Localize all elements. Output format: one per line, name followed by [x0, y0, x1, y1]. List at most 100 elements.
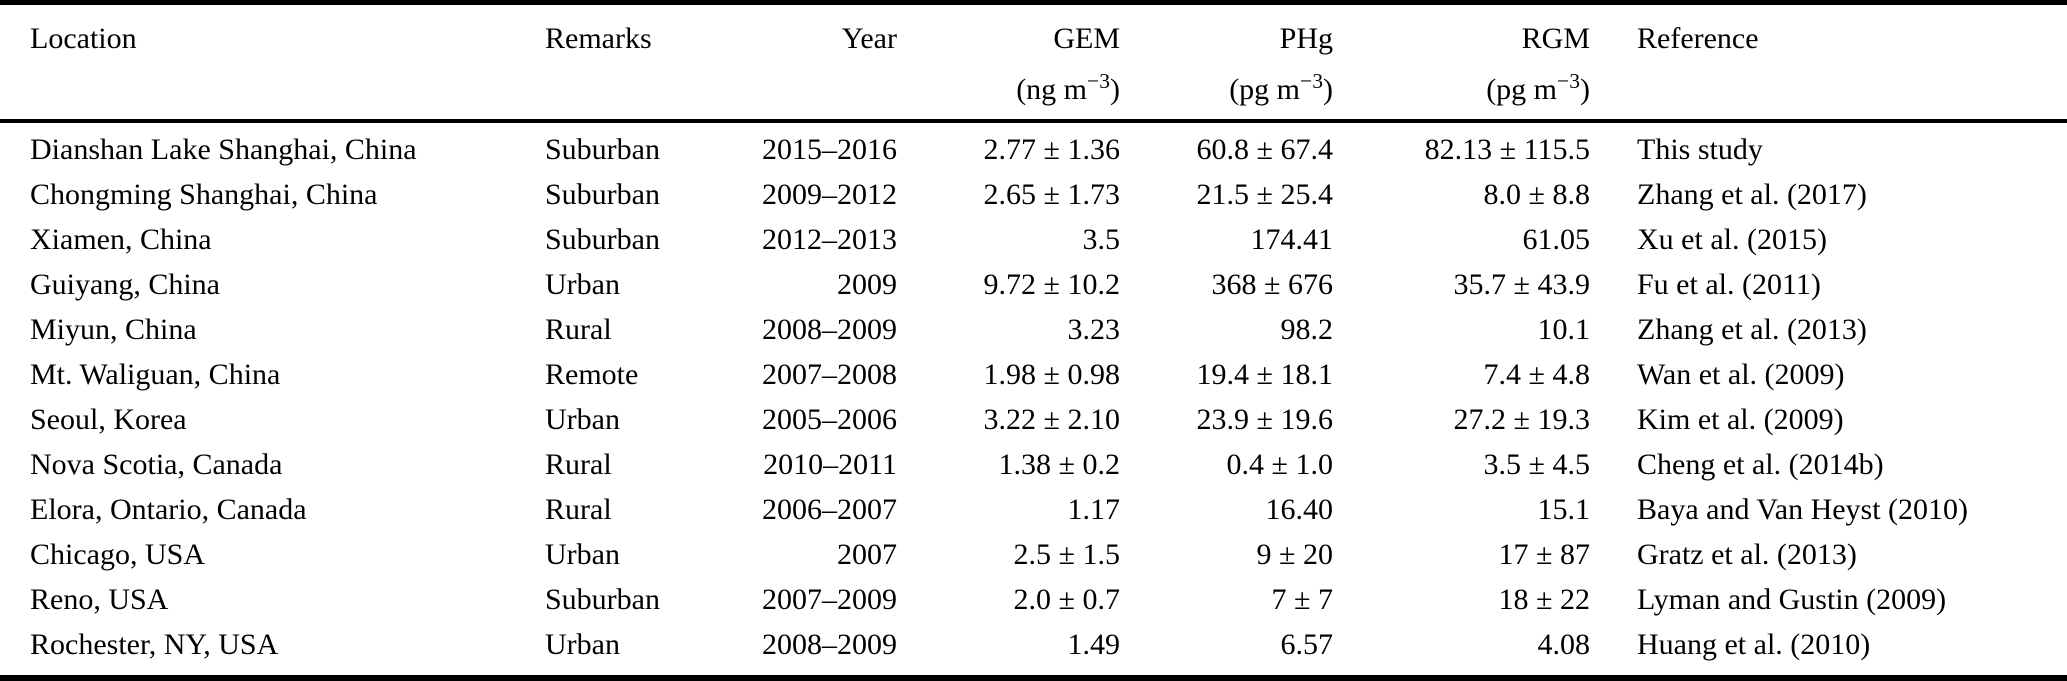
rgm-unit: (pg m−3) [1486, 69, 1590, 106]
cell-location: Nova Scotia, Canada [30, 447, 283, 481]
table-row: Miyun, China Rural 2008–2009 3.23 98.2 1… [0, 307, 2067, 352]
phg-unit: (pg m−3) [1229, 69, 1333, 106]
cell-gem: 1.98 ± 0.98 [983, 357, 1120, 391]
cell-reference: This study [1637, 132, 1763, 166]
table-body: Dianshan Lake Shanghai, China Suburban 2… [0, 121, 2067, 678]
cell-phg: 0.4 ± 1.0 [1226, 447, 1333, 481]
cell-phg: 98.2 [1280, 312, 1334, 346]
cell-rgm: 18 ± 22 [1498, 582, 1590, 616]
cell-location: Elora, Ontario, Canada [30, 492, 307, 526]
cell-location: Xiamen, China [30, 222, 212, 256]
cell-rgm: 35.7 ± 43.9 [1453, 267, 1590, 301]
cell-phg: 60.8 ± 67.4 [1196, 132, 1333, 166]
cell-reference: Baya and Van Heyst (2010) [1637, 492, 1969, 526]
cell-rgm: 61.05 [1522, 222, 1591, 256]
column-header-gem: GEM (ng m−3) [897, 2, 1120, 123]
cell-reference: Wan et al. (2009) [1637, 357, 1845, 391]
cell-gem: 9.72 ± 10.2 [983, 267, 1120, 301]
cell-reference: Huang et al. (2010) [1637, 627, 1871, 661]
cell-year: 2012–2013 [762, 222, 897, 256]
cell-phg: 7 ± 7 [1271, 582, 1333, 616]
cell-year: 2008–2009 [762, 312, 897, 346]
cell-reference: Lyman and Gustin (2009) [1637, 582, 1947, 616]
cell-phg: 21.5 ± 25.4 [1196, 177, 1333, 211]
column-header-rgm: RGM (pg m−3) [1333, 2, 1590, 123]
cell-rgm: 8.0 ± 8.8 [1483, 177, 1590, 211]
cell-gem: 3.22 ± 2.10 [983, 402, 1120, 436]
cell-rgm: 3.5 ± 4.5 [1483, 447, 1590, 481]
cell-remarks: Remote [545, 357, 639, 391]
table-row: Nova Scotia, Canada Rural 2010–2011 1.38… [0, 442, 2067, 487]
cell-location: Guiyang, China [30, 267, 220, 301]
cell-year: 2005–2006 [762, 402, 897, 436]
cell-gem: 3.5 [1082, 222, 1121, 256]
cell-year: 2015–2016 [762, 132, 897, 166]
cell-remarks: Urban [545, 267, 620, 301]
table-row: Mt. Waliguan, China Remote 2007–2008 1.9… [0, 352, 2067, 397]
cell-remarks: Suburban [545, 132, 660, 166]
cell-phg: 19.4 ± 18.1 [1196, 357, 1333, 391]
cell-remarks: Suburban [545, 582, 660, 616]
cell-reference: Kim et al. (2009) [1637, 402, 1844, 436]
header-row: Location Remarks Year GEM (ng m−3) PHg (… [0, 2, 2067, 123]
cell-location: Chongming Shanghai, China [30, 177, 378, 211]
table-row: Elora, Ontario, Canada Rural 2006–2007 1… [0, 487, 2067, 532]
cell-rgm: 27.2 ± 19.3 [1453, 402, 1590, 436]
cell-gem: 1.38 ± 0.2 [998, 447, 1120, 481]
cell-remarks: Urban [545, 402, 620, 436]
cell-gem: 2.0 ± 0.7 [1013, 582, 1120, 616]
cell-phg: 368 ± 676 [1211, 267, 1333, 301]
cell-remarks: Suburban [545, 222, 660, 256]
table-row: Dianshan Lake Shanghai, China Suburban 2… [0, 121, 2067, 172]
cell-reference: Xu et al. (2015) [1637, 222, 1827, 256]
cell-location: Seoul, Korea [30, 402, 187, 436]
column-header-remarks: Remarks [545, 2, 735, 123]
cell-year: 2007 [837, 537, 897, 571]
cell-remarks: Rural [545, 492, 612, 526]
cell-reference: Fu et al. (2011) [1637, 267, 1821, 301]
table-row: Seoul, Korea Urban 2005–2006 3.22 ± 2.10… [0, 397, 2067, 442]
cell-remarks: Rural [545, 447, 612, 481]
cell-gem: 2.5 ± 1.5 [1013, 537, 1120, 571]
cell-location: Chicago, USA [30, 537, 205, 571]
cell-reference: Zhang et al. (2017) [1637, 177, 1867, 211]
cell-phg: 9 ± 20 [1256, 537, 1333, 571]
table-row: Chicago, USA Urban 2007 2.5 ± 1.5 9 ± 20… [0, 532, 2067, 577]
cell-remarks: Rural [545, 312, 612, 346]
cell-remarks: Urban [545, 537, 620, 571]
column-header-location: Location [0, 2, 545, 123]
cell-rgm: 15.1 [1537, 492, 1591, 526]
cell-gem: 2.65 ± 1.73 [983, 177, 1120, 211]
table-row: Reno, USA Suburban 2007–2009 2.0 ± 0.7 7… [0, 577, 2067, 622]
cell-gem: 3.23 [1067, 312, 1121, 346]
cell-rgm: 4.08 [1537, 627, 1591, 661]
cell-location: Reno, USA [30, 582, 169, 616]
cell-rgm: 82.13 ± 115.5 [1424, 132, 1590, 166]
cell-phg: 6.57 [1280, 627, 1334, 661]
cell-phg: 23.9 ± 19.6 [1196, 402, 1333, 436]
cell-year: 2007–2009 [762, 582, 897, 616]
cell-phg: 16.40 [1265, 492, 1334, 526]
table-row: Guiyang, China Urban 2009 9.72 ± 10.2 36… [0, 262, 2067, 307]
cell-location: Dianshan Lake Shanghai, China [30, 132, 417, 166]
table-row: Rochester, NY, USA Urban 2008–2009 1.49 … [0, 622, 2067, 678]
cell-reference: Zhang et al. (2013) [1637, 312, 1867, 346]
cell-reference: Gratz et al. (2013) [1637, 537, 1857, 571]
cell-rgm: 7.4 ± 4.8 [1483, 357, 1590, 391]
cell-year: 2006–2007 [762, 492, 897, 526]
table-header: Location Remarks Year GEM (ng m−3) PHg (… [0, 2, 2067, 123]
column-header-reference: Reference [1590, 2, 2067, 123]
cell-year: 2007–2008 [762, 357, 897, 391]
cell-reference: Cheng et al. (2014b) [1637, 447, 1884, 481]
column-header-year: Year [735, 2, 897, 123]
cell-year: 2008–2009 [762, 627, 897, 661]
cell-gem: 2.77 ± 1.36 [983, 132, 1120, 166]
cell-gem: 1.17 [1067, 492, 1121, 526]
cell-location: Miyun, China [30, 312, 197, 346]
cell-rgm: 17 ± 87 [1498, 537, 1590, 571]
cell-year: 2010–2011 [763, 447, 897, 481]
gem-unit: (ng m−3) [1016, 69, 1120, 106]
cell-phg: 174.41 [1250, 222, 1334, 256]
cell-location: Mt. Waliguan, China [30, 357, 281, 391]
cell-year: 2009–2012 [762, 177, 897, 211]
